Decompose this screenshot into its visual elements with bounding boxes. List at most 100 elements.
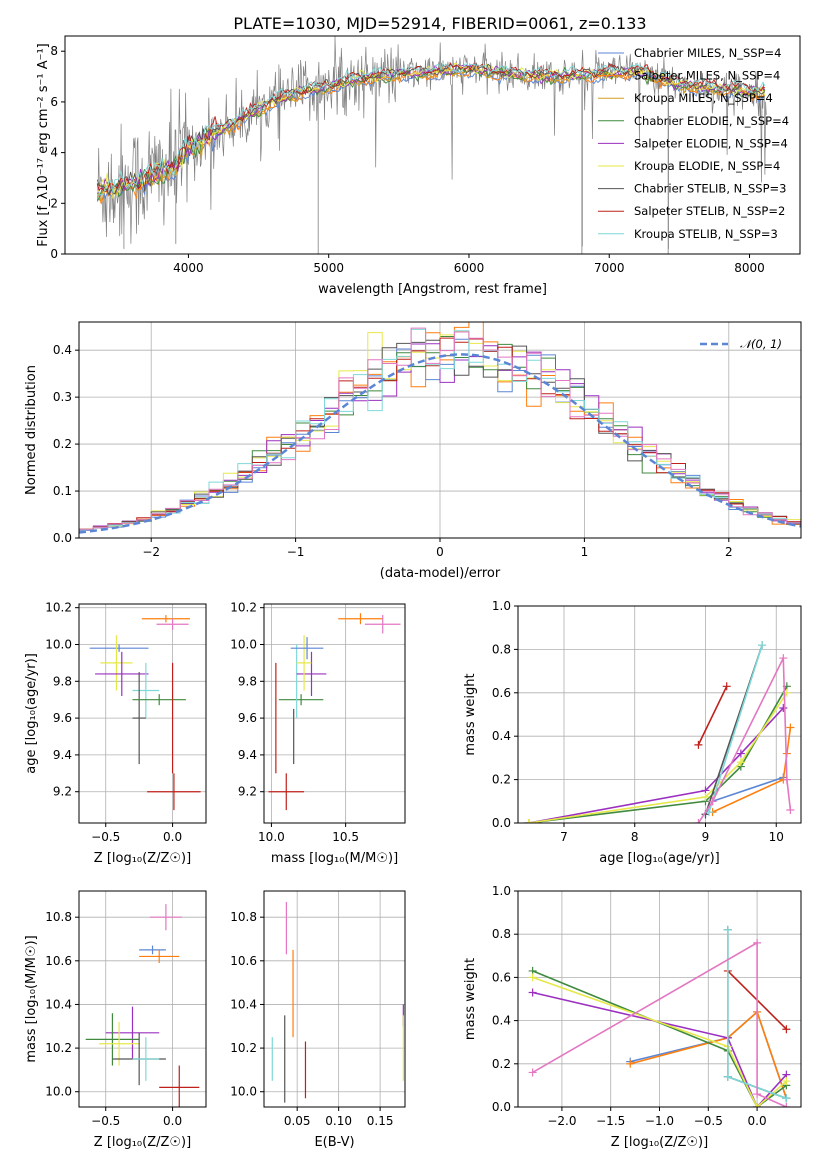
panel-age_vs_mass: 10.0 10.5 9.2 9.4 9.6 9.8 10.0 10.2 mass [log₁₀(… (230, 601, 406, 866)
weight-marker-kroupa_stelib (782, 1094, 791, 1103)
axes-frame (263, 890, 406, 1108)
y-tick-label: 0.0 (492, 816, 511, 830)
weight-marker-kroupa_elodie (528, 973, 537, 982)
weight-marker-pink (528, 1068, 537, 1077)
weight-marker-kroupa_elodie (753, 1103, 762, 1107)
x-tick-label: 0 (436, 545, 444, 559)
weight-marker-pink (782, 775, 791, 784)
panel-spectrum: Chabrier MILES, N_SSP=4 Salpeter MILES, N… (36, 35, 801, 297)
y-tick-label: 9.8 (238, 674, 257, 688)
x-tick-label: 5000 (313, 261, 344, 275)
weight-line-chabrier_miles (704, 776, 784, 815)
y-axis-label: mass weight (463, 958, 478, 1040)
spectrum-legend: Chabrier MILES, N_SSP=4 Salpeter MILES, N… (598, 46, 789, 241)
y-tick-label: 0.6 (492, 970, 511, 984)
axes-frame (263, 603, 406, 824)
x-tick-label: 10.5 (332, 830, 359, 844)
x-tick-label: 1 (581, 545, 589, 559)
weight-line-kroupa_elodie (532, 976, 787, 1107)
x-axis-label: wavelength [Angstrom, rest frame] (318, 282, 547, 297)
weight-marker-pink (782, 1103, 791, 1107)
y-tick-label: 0.6 (492, 686, 511, 700)
y-tick-label: 8 (50, 44, 58, 58)
weight-marker-kroupa_stelib (723, 925, 732, 934)
weight-marker-pink (708, 797, 717, 806)
y-tick-label: 0 (50, 247, 58, 261)
plots-container: Chabrier MILES, N_SSP=4 Salpeter MILES, N… (24, 35, 802, 1150)
y-tick-label: 0.8 (492, 927, 511, 941)
x-tick-label: 6000 (454, 261, 485, 275)
y-tick-label: 10.0 (230, 637, 257, 651)
y-tick-label: 0.4 (53, 343, 72, 357)
panel-mass_vs_Z: −0.5 0.0 10.0 10.2 10.4 10.6 10.8 Z [log₁₀(Z/Z☉… (24, 890, 207, 1150)
x-tick-label: −1.5 (596, 1114, 625, 1128)
residuals-legend: 𝒩(0, 1) (700, 337, 782, 351)
weight-line-chabrier_elodie (528, 685, 788, 823)
x-axis-label: age [log₁₀(age/yr)] (599, 851, 720, 866)
model-line-kroupa_miles (96, 65, 766, 202)
weight-line-salpeter_miles (629, 1010, 788, 1099)
y-tick-label: 10.0 (230, 1085, 257, 1099)
legend-label-salpeter_elodie: Salpeter ELODIE, N_SSP=4 (634, 136, 788, 150)
weight-marker-kroupa_elodie (736, 758, 745, 767)
weight-marker-kroupa_elodie (524, 819, 533, 823)
plot-area (96, 36, 767, 254)
y-tick-label: 0.8 (492, 642, 511, 656)
legend-label-kroupa_miles: Kroupa MILES, N_SSP=4 (634, 91, 773, 105)
weight-marker-kroupa_elodie (782, 1077, 791, 1086)
x-tick-label: 0.10 (325, 1114, 352, 1128)
weight-line-pink (532, 941, 787, 1107)
weight-marker-salpeter_miles (626, 1059, 635, 1068)
y-tick-label: 10.2 (230, 1041, 257, 1055)
y-tick-label: 0.0 (492, 1100, 511, 1114)
panel-massweight_vs_Z: −2.0 −1.5 −1.0 −0.5 0.0 0.0 0.2 0.4 0.6 0.8 1.0 Z [… (463, 884, 802, 1150)
y-tick-label: 9.2 (238, 785, 257, 799)
x-axis-label: mass [log₁₀(M/M☉)] (271, 851, 398, 866)
model-line-salpeter_stelib (96, 62, 766, 192)
weight-marker-pink (779, 654, 788, 663)
x-tick-label: −0.5 (91, 830, 120, 844)
y-axis-label: age [log₁₀(age/yr)] (24, 653, 39, 774)
hist-pink (79, 327, 801, 532)
y-tick-label: 0.0 (53, 531, 72, 545)
y-tick-label: 9.4 (53, 748, 72, 762)
weight-marker-salpeter_stelib (722, 682, 731, 691)
y-tick-label: 1.0 (492, 884, 511, 898)
weight-line-salpeter_stelib (697, 685, 728, 746)
model-line-kroupa_stelib (97, 62, 766, 197)
x-tick-label: 0.0 (163, 830, 182, 844)
axes-frame (517, 605, 802, 824)
y-tick-label: 10.6 (230, 954, 257, 968)
y-tick-label: 0.4 (492, 729, 511, 743)
normal-curve (79, 353, 801, 534)
x-tick-label: −1 (287, 545, 305, 559)
x-tick-label: −2 (142, 545, 160, 559)
y-tick-label: 10.2 (45, 1041, 72, 1055)
y-tick-label: 10.0 (45, 637, 72, 651)
weight-marker-kroupa_stelib (758, 641, 767, 650)
plot-area (79, 322, 801, 534)
y-tick-label: 9.6 (238, 711, 257, 725)
panel-age_vs_Z: −0.5 0.0 9.2 9.4 9.6 9.8 10.0 10.2 Z [log₁₀(Z/Z☉… (24, 601, 207, 866)
y-tick-label: 10.2 (230, 601, 257, 615)
weight-marker-kroupa_elodie (701, 792, 710, 801)
y-axis-label: Flux [f_λ10⁻¹⁷ erg cm⁻² s⁻¹ A⁻¹] (36, 43, 51, 247)
x-axis-label: Z [log₁₀(Z/Z☉)] (94, 1135, 191, 1150)
y-tick-label: 10.6 (45, 954, 72, 968)
x-tick-label: 8 (631, 830, 639, 844)
panel-residuals: 𝒩(0, 1) −2 −1 0 1 2 0.0 0.1 0.2 0.3 0.4 (data-model… (24, 321, 802, 581)
weight-marker-kroupa_stelib (723, 1072, 732, 1081)
y-tick-label: 2 (50, 196, 58, 210)
y-tick-label: 9.2 (53, 785, 72, 799)
x-tick-label: 0.0 (163, 1114, 182, 1128)
plot-area (89, 615, 201, 811)
y-tick-label: 10.2 (45, 601, 72, 615)
model-line-kroupa_elodie (96, 63, 766, 199)
y-axis-label: mass weight (463, 673, 478, 755)
x-axis-label: E(B-V) (314, 1135, 354, 1150)
x-tick-label: 10 (769, 830, 784, 844)
y-axis-label: Normed distribution (24, 365, 39, 495)
x-tick-label: 4000 (173, 261, 204, 275)
y-tick-label: 0.3 (53, 390, 72, 404)
weight-marker-pink (753, 1090, 762, 1099)
